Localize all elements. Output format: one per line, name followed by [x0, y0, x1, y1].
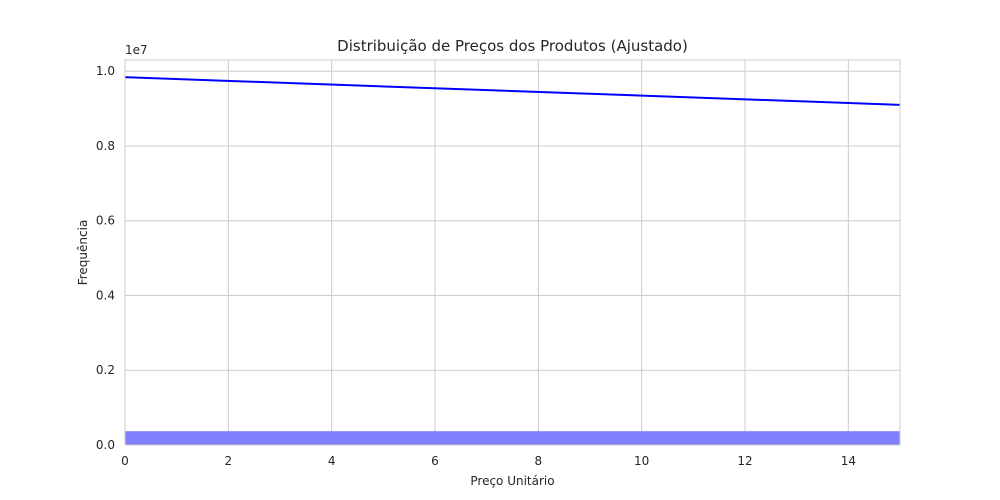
y-tick-label: 0.4	[96, 288, 115, 302]
x-tick-label: 10	[634, 454, 649, 468]
density-lines	[124, 76, 901, 106]
x-tick-label: 14	[841, 454, 856, 468]
x-tick-label: 6	[431, 454, 439, 468]
histogram-bars	[125, 431, 900, 445]
x-tick-label: 4	[328, 454, 336, 468]
y-tick-label: 0.6	[96, 214, 115, 228]
plot-frame	[124, 59, 901, 446]
y-tick-label: 0.0	[96, 438, 115, 452]
plot-background	[125, 60, 900, 445]
x-axis-label: Preço Unitário	[470, 474, 554, 488]
chart-title: Distribuição de Preços dos Produtos (Aju…	[337, 37, 688, 55]
x-tick-label: 2	[225, 454, 233, 468]
y-axis-label: Frequência	[76, 220, 90, 286]
y-tick-label: 0.2	[96, 363, 115, 377]
y-tick-labels: 0.0 0.2 0.4 0.6 0.8 1.0	[96, 64, 115, 452]
y-tick-label: 0.8	[96, 139, 115, 153]
y-offset-label: 1e7	[125, 43, 148, 57]
x-tick-label: 8	[535, 454, 543, 468]
y-tick-label: 1.0	[96, 64, 115, 78]
x-tick-labels: 0 2 4 6 8 10 12 14	[121, 454, 856, 468]
x-tick-label: 0	[121, 454, 129, 468]
x-tick-label: 12	[737, 454, 752, 468]
histogram-bar	[125, 431, 900, 445]
kde-line	[124, 76, 901, 106]
